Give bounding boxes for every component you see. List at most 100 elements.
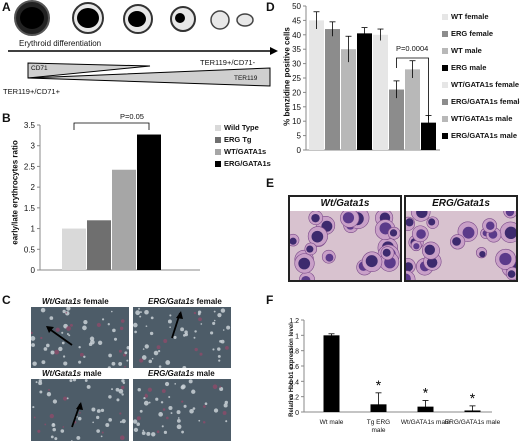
cell-dot: [144, 394, 149, 398]
cell-dot: [40, 336, 43, 340]
stained-nucleus: [426, 257, 438, 268]
stained-nucleus: [499, 252, 512, 266]
cell-dot: [119, 412, 122, 415]
cell-dot: [153, 350, 159, 356]
cell-dot: [158, 365, 162, 368]
legend-b-item: WT/GATA1s: [215, 147, 271, 156]
legend-d-item: WT/GATA1s female: [442, 76, 520, 93]
cell-dot: [140, 311, 142, 314]
c-tl-title: Wt/Gata1s female: [42, 297, 109, 306]
cell-dot: [31, 336, 36, 341]
cell-dot: [198, 317, 202, 322]
cell-dot: [219, 340, 222, 343]
cell-dot: [31, 331, 33, 335]
cell-dot: [136, 422, 140, 426]
erythroid-cells: [14, 0, 254, 36]
cell-dot: [166, 416, 169, 420]
cell-dot: [70, 440, 73, 441]
bar-wt-gata1s-female: [373, 34, 388, 150]
tick-label: 10: [292, 117, 301, 126]
significance-bracket: [73, 122, 150, 130]
cell-dot: [100, 408, 105, 413]
chart-b-legend: Wild Type ERG Tg WT/GATA1s ERG/GATA1s: [215, 123, 271, 168]
c-bl-title: Wt/Gata1s male: [42, 369, 102, 378]
cell-dot: [147, 387, 152, 392]
stained-nucleus: [342, 212, 355, 224]
legend-b-item: ERG/GATA1s: [215, 159, 271, 168]
cell-dot: [54, 437, 58, 441]
cell-dot: [184, 330, 188, 334]
chart-f-ylabel: Relative Hbb-b1 expression level: [289, 323, 295, 417]
category-label: Wt/GATA1s male: [401, 419, 451, 426]
cell-dot: [110, 310, 113, 313]
cell-dot: [176, 419, 181, 423]
cell-dot: [139, 409, 143, 413]
cell-dot: [113, 337, 118, 341]
cell-dot: [181, 430, 184, 434]
cell-dot: [111, 388, 113, 391]
cell-dot: [118, 349, 122, 353]
cell-dot: [112, 328, 116, 333]
stained-nucleus: [486, 221, 495, 231]
cell-dot: [121, 385, 125, 390]
cell-dot: [111, 361, 116, 366]
cell-dot: [142, 348, 145, 350]
bar-erg-gata1s: [137, 134, 161, 270]
cell-dot: [144, 344, 149, 349]
cell-dot: [158, 412, 163, 417]
cell-dot: [204, 402, 208, 406]
cell-dot: [225, 420, 228, 423]
panel-d-label: D: [266, 0, 275, 14]
cell-dot: [213, 408, 219, 413]
cell-dot: [78, 345, 81, 349]
panel-a-diagram: [8, 0, 278, 87]
cell-dot: [50, 350, 55, 355]
cell-dot: [174, 383, 177, 385]
cell-dot: [120, 319, 125, 323]
legend-d-item: WT female: [442, 8, 520, 25]
cell-dot: [156, 430, 160, 434]
significance-star: *: [470, 390, 476, 406]
cell-dot: [61, 341, 65, 345]
stained-nucleus: [416, 229, 426, 239]
cell-dot: [177, 417, 180, 419]
cell-dot: [134, 330, 137, 334]
cell-dot: [163, 430, 168, 435]
stained-nucleus: [406, 218, 414, 227]
cd71-wedge: [27, 62, 151, 79]
cell-dot: [119, 420, 122, 424]
cell-dot: [89, 336, 95, 341]
cell-dot: [151, 432, 156, 437]
legend-d-item: WT male: [442, 42, 520, 59]
cell-dot: [79, 411, 81, 414]
cell-dot: [182, 366, 187, 368]
category-label: Wt male: [320, 419, 344, 426]
cell-dot: [212, 321, 216, 325]
stained-nucleus: [428, 218, 436, 226]
tick-label: 2.5: [24, 162, 36, 171]
cell-dot: [217, 354, 221, 358]
cell-dot: [164, 381, 170, 387]
cell-dot: [219, 385, 222, 388]
cell-dot: [100, 435, 103, 438]
cell-dot: [60, 429, 65, 433]
tick-label: 1: [295, 333, 299, 340]
legend-d-item: ERG male: [442, 59, 520, 76]
cell-dot: [146, 431, 151, 436]
cell-dot: [32, 361, 37, 366]
cell-dot: [194, 347, 198, 352]
cell-dot: [218, 359, 221, 362]
cell-dot: [62, 355, 66, 358]
tick-label: 1.5: [24, 204, 36, 213]
tick-label: 50: [292, 2, 301, 11]
tick-label: 45: [292, 16, 301, 25]
cell-dot: [192, 407, 196, 410]
tick-label: 3: [31, 142, 36, 151]
cell-dot: [37, 429, 41, 433]
cell-dot: [83, 319, 88, 325]
cell-dot: [141, 431, 146, 436]
cell-dot: [70, 323, 73, 327]
tick-label: 15: [292, 103, 301, 112]
cell-dot: [168, 396, 171, 399]
stained-nucleus: [325, 253, 334, 262]
